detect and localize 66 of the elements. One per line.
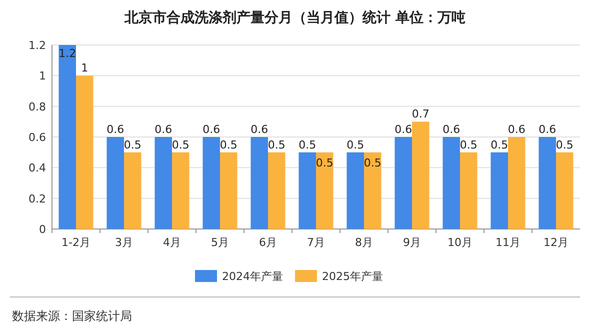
data-label: 0.5 <box>490 138 508 152</box>
bar <box>490 152 508 229</box>
y-tick-label: 0.6 <box>28 131 46 144</box>
data-label: 0.5 <box>556 138 574 152</box>
bar <box>220 152 238 229</box>
x-tick-label: 10月 <box>448 236 472 249</box>
data-label: 0.6 <box>106 123 124 136</box>
data-label: 0.6 <box>154 123 172 136</box>
bar <box>76 76 94 229</box>
bar <box>538 137 556 229</box>
data-label: 1 <box>81 62 88 75</box>
y-tick-label: 1 <box>39 70 46 83</box>
x-tick-label: 4月 <box>163 236 181 249</box>
bar <box>346 152 364 229</box>
data-label: 1.2 <box>58 47 76 60</box>
bar <box>124 152 142 229</box>
data-label: 0.7 <box>412 108 430 121</box>
x-tick-label: 11月 <box>496 236 520 249</box>
y-tick-label: 0.2 <box>28 192 46 206</box>
x-tick-label: 7月 <box>307 236 325 249</box>
data-label: 0.5 <box>346 138 364 152</box>
bar <box>460 152 478 229</box>
bar <box>250 137 268 229</box>
data-label: 0.5 <box>364 156 382 170</box>
data-label: 0.6 <box>508 123 526 136</box>
bar <box>556 152 574 229</box>
data-label: 0.5 <box>124 138 142 152</box>
bar <box>106 137 124 229</box>
x-tick-label: 5月 <box>211 236 229 249</box>
data-label: 0.5 <box>220 138 238 152</box>
bar <box>442 137 460 229</box>
x-tick-label: 3月 <box>115 236 133 249</box>
y-tick-label: 0.8 <box>28 100 46 114</box>
x-tick-label: 12月 <box>544 236 568 249</box>
chart-title: 北京市合成洗涤剂产量分月（当月值）统计 单位：万吨 <box>124 9 466 26</box>
data-label: 0.5 <box>172 138 190 152</box>
x-tick-label: 9月 <box>403 236 421 249</box>
bar <box>154 137 172 229</box>
x-tick-label: 1-2月 <box>62 236 90 249</box>
x-tick-label: 8月 <box>355 236 373 249</box>
data-label: 0.6 <box>538 123 556 136</box>
bar <box>412 122 430 229</box>
y-tick-label: 0.4 <box>28 162 46 175</box>
y-tick-label: 0 <box>39 223 46 236</box>
bar <box>58 45 76 229</box>
bar <box>268 152 286 229</box>
data-label: 0.6 <box>442 123 460 136</box>
bar <box>508 137 526 229</box>
legend-label: 2025年产量 <box>322 270 383 283</box>
x-tick-label: 6月 <box>259 236 277 249</box>
data-label: 0.5 <box>298 138 316 152</box>
bar <box>298 152 316 229</box>
data-label: 0.6 <box>250 123 268 136</box>
data-label: 0.5 <box>460 138 478 152</box>
bar <box>394 137 412 229</box>
legend-label: 2024年产量 <box>222 270 283 283</box>
data-label: 0.5 <box>316 156 334 170</box>
data-label: 0.5 <box>268 138 286 152</box>
bar <box>364 152 382 229</box>
y-tick-label: 1.2 <box>28 39 46 52</box>
bar <box>172 152 190 229</box>
bar <box>202 137 220 229</box>
bar <box>316 152 334 229</box>
source-note: 数据来源：国家统计局 <box>12 309 132 323</box>
data-label: 0.6 <box>394 123 412 136</box>
data-label: 0.6 <box>202 123 220 136</box>
